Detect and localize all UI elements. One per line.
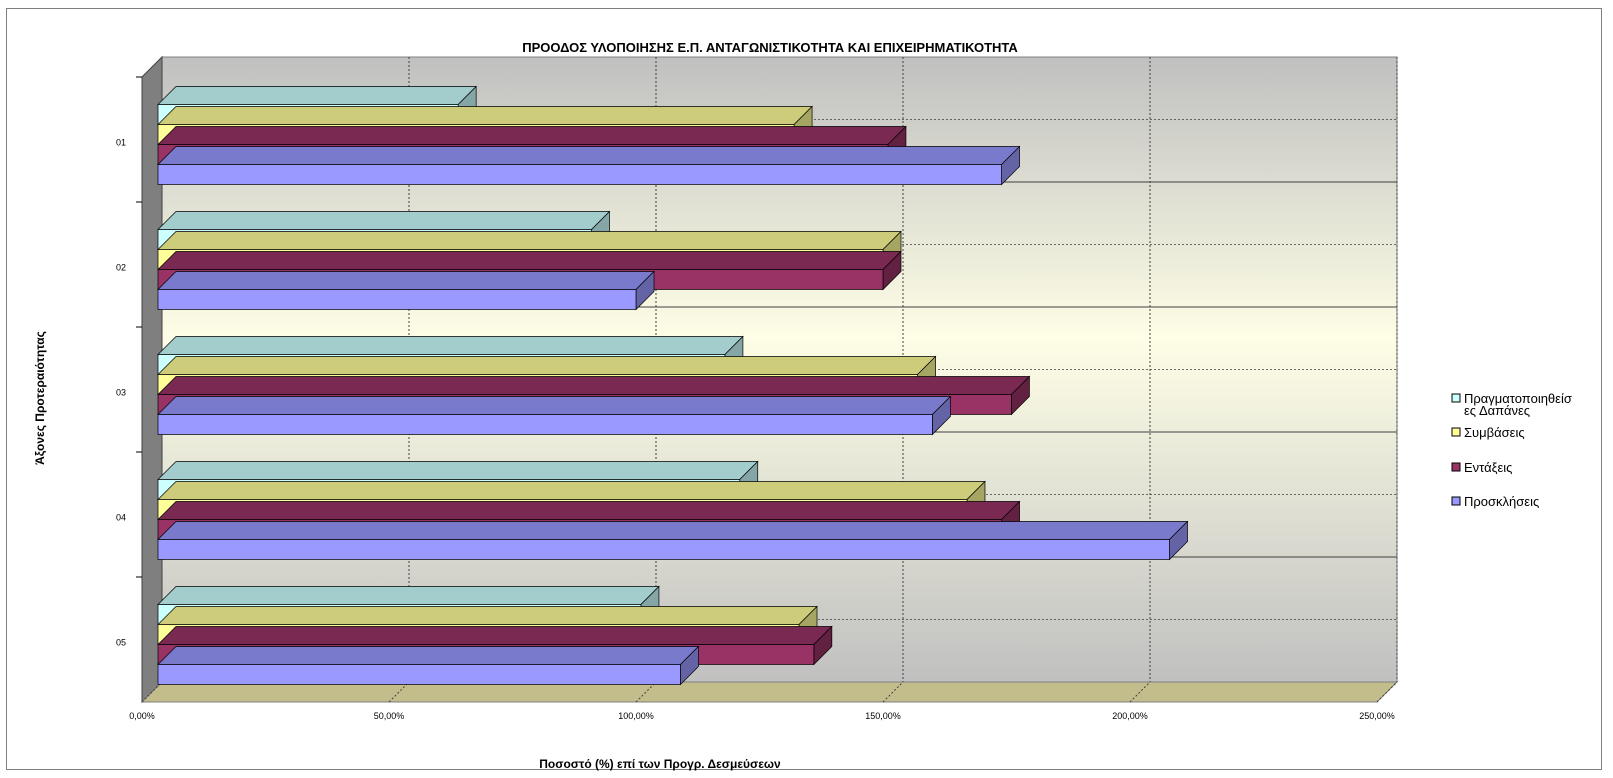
- bar: [157, 145, 1021, 186]
- bar-front: [157, 414, 933, 435]
- x-tick-label: 50,00%: [374, 711, 405, 721]
- bar: [157, 395, 952, 436]
- bar-top: [157, 646, 700, 665]
- bar-top: [157, 271, 655, 290]
- legend-item: Συμβάσεις: [1451, 425, 1525, 440]
- y-axis-title: Άξονες Προτεραιότητας: [33, 331, 47, 465]
- bar-top: [157, 501, 1021, 520]
- bar-top: [157, 211, 611, 230]
- x-tick-label: 250,00%: [1359, 711, 1395, 721]
- legend-swatch: [1451, 427, 1461, 437]
- bar-top: [157, 231, 902, 250]
- bar: [157, 270, 655, 311]
- bar-top: [157, 356, 937, 375]
- x-tick-label: 150,00%: [865, 711, 901, 721]
- bar-top: [157, 461, 759, 480]
- floor-gridline: [388, 681, 410, 703]
- bar-front: [157, 289, 637, 310]
- bar-top: [157, 336, 744, 355]
- legend-swatch: [1451, 393, 1461, 403]
- legend-label: ες Δαπάνες: [1464, 403, 1530, 418]
- bar-top: [157, 481, 986, 500]
- bar-front: [157, 539, 1170, 560]
- y-tick-label: 04: [116, 513, 126, 523]
- bar: [157, 645, 700, 686]
- floor-gridline: [635, 681, 657, 703]
- bar-top: [157, 376, 1031, 395]
- chart-title: ΠΡΟΟΔΟΣ ΥΛΟΠΟΙΗΣΗΣ Ε.Π. ΑΝΤΑΓΩΝΙΣΤΙΚΟΤΗΤ…: [522, 40, 1018, 55]
- bar-front: [157, 164, 1002, 185]
- bar-top: [157, 86, 478, 105]
- bar: [157, 520, 1189, 561]
- floor-gridline: [1376, 681, 1398, 703]
- legend-item: Προσκλήσεις: [1451, 494, 1539, 509]
- bar-top: [157, 126, 907, 145]
- y-tick-label: 05: [116, 638, 126, 648]
- bar-front: [157, 664, 681, 685]
- y-tick-label: 01: [116, 138, 126, 148]
- floor-gridline: [141, 681, 163, 703]
- bar-top: [157, 146, 1021, 165]
- floor: [140, 681, 1399, 703]
- bar-top: [157, 521, 1189, 540]
- bar-top: [157, 251, 902, 270]
- bar-top: [157, 626, 833, 645]
- bar-top: [157, 396, 952, 415]
- legend-swatch: [1451, 462, 1461, 472]
- legend-label: Συμβάσεις: [1464, 425, 1525, 440]
- floor-gridline: [1129, 681, 1151, 703]
- y-tick-label: 03: [116, 388, 126, 398]
- legend-label: Εντάξεις: [1464, 460, 1512, 475]
- legend-swatch: [1451, 496, 1461, 506]
- x-axis-title: Ποσοστό (%) επί των Προγρ. Δεσμεύσεων: [539, 757, 781, 771]
- y-tick-label: 02: [116, 263, 126, 273]
- bar-top: [157, 106, 813, 125]
- legend-item: Εντάξεις: [1451, 460, 1512, 475]
- bar-top: [157, 586, 660, 605]
- legend-label: Προσκλήσεις: [1464, 494, 1539, 509]
- x-tick-label: 200,00%: [1112, 711, 1148, 721]
- x-tick-label: 100,00%: [618, 711, 654, 721]
- legend-label: Πραγματοποιηθείσ: [1464, 391, 1572, 406]
- bar-top: [157, 606, 818, 625]
- x-tick-label: 0,00%: [129, 711, 155, 721]
- floor-gridline: [882, 681, 904, 703]
